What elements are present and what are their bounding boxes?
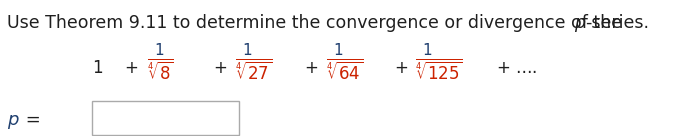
Text: $1$: $1$ <box>92 59 103 77</box>
Text: $\dfrac{\ }{\sqrt[4]{8}}$: $\dfrac{\ }{\sqrt[4]{8}}$ <box>147 54 173 82</box>
Text: $+\ \ldots$$.$: $+\ \ldots$$.$ <box>496 59 538 77</box>
Text: $+$: $+$ <box>213 59 228 77</box>
FancyBboxPatch shape <box>92 101 239 135</box>
Text: 1: 1 <box>243 43 252 58</box>
Text: $\dfrac{\ }{\sqrt[4]{125}}$: $\dfrac{\ }{\sqrt[4]{125}}$ <box>415 54 462 82</box>
Text: p: p <box>574 14 585 32</box>
Text: 1: 1 <box>422 43 432 58</box>
Text: $\dfrac{\ }{\sqrt[4]{27}}$: $\dfrac{\ }{\sqrt[4]{27}}$ <box>235 54 273 82</box>
Text: =: = <box>20 111 41 129</box>
Text: $+$: $+$ <box>304 59 318 77</box>
Text: $+$: $+$ <box>124 59 138 77</box>
Text: $\dfrac{\ }{\sqrt[4]{64}}$: $\dfrac{\ }{\sqrt[4]{64}}$ <box>326 54 364 82</box>
Text: -series.: -series. <box>585 14 649 32</box>
Text: Use Theorem 9.11 to determine the convergence or divergence of the: Use Theorem 9.11 to determine the conver… <box>7 14 627 32</box>
Text: 1: 1 <box>333 43 343 58</box>
Text: p: p <box>7 111 18 129</box>
Text: $+$: $+$ <box>394 59 408 77</box>
Text: 1: 1 <box>154 43 164 58</box>
